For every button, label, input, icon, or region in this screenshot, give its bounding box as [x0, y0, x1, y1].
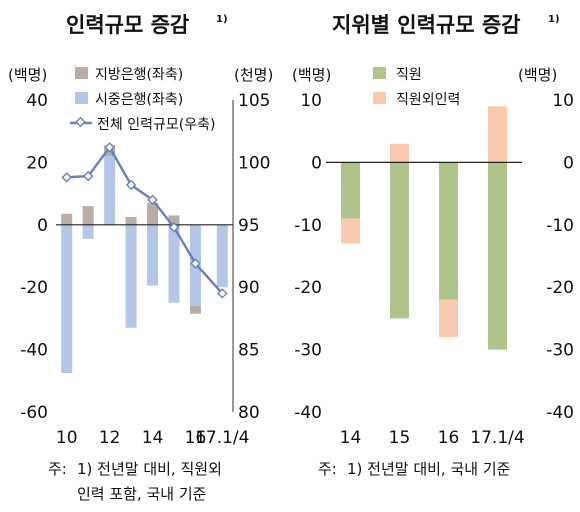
legend-swatch-staff: [373, 67, 386, 79]
line-total: [66, 145, 224, 295]
right-y-tick-1: 100: [238, 153, 270, 173]
right-legend: 직원 직원외인력: [373, 67, 460, 108]
right-chart-right-tick-0: 10: [552, 91, 574, 111]
left-x-tick-1: 12: [99, 428, 121, 448]
right-x-tick-2: 16: [438, 428, 460, 448]
right-chart-right-unit: (백명): [518, 66, 557, 84]
bar-non-staff-1: [390, 143, 409, 163]
bar-commercial-2: [104, 156, 116, 225]
legend-label-non-staff: 직원외인력: [396, 92, 460, 108]
marker-total-1: [82, 170, 94, 182]
left-x-tick-4: 17.1/4: [195, 428, 249, 448]
left-y-tick-4: -40: [20, 341, 48, 361]
left-x-tick-0: 10: [56, 428, 78, 448]
legend-swatch-regional-banks: [75, 67, 88, 79]
marker-total-6: [190, 258, 201, 269]
marker-total-7: [217, 288, 228, 299]
right-chart-left-tick-1: 0: [311, 153, 322, 173]
marker-total-0: [61, 172, 72, 183]
bar-commercial-5: [168, 224, 180, 303]
legend-swatch-non-staff: [373, 92, 386, 104]
left-chart-plot: 40 20 0 -20 -40 -60 105 100 95 90 85 80 10 12 14 1617.1…: [20, 91, 270, 448]
left-axis-unit: (백명): [8, 66, 47, 84]
left-y-tick-0: 40: [26, 91, 48, 111]
left-x-tick-3: 16: [185, 428, 207, 448]
right-y-tick-4: 85: [238, 341, 260, 361]
marker-total-2: [104, 142, 115, 153]
marker-total-4: [147, 194, 158, 206]
right-chart-left-tick-4: -30: [294, 341, 322, 361]
bar-commercial-1: [82, 224, 94, 239]
bar-non-staff-3: [488, 106, 507, 163]
right-note-label: 주:: [318, 460, 337, 478]
right-note-line-1: 1) 전년말 대비, 국내 기준: [347, 460, 511, 478]
right-chart-left-tick-2: -10: [294, 216, 322, 236]
right-y-tick-5: 80: [238, 403, 260, 423]
bar-regional-0: [61, 213, 73, 225]
right-chart-title: 지위별 인력규모 증감: [332, 13, 521, 37]
right-chart-right-tick-3: -20: [546, 278, 574, 298]
legend-label-total: 전체 인력규모(우축): [97, 117, 215, 133]
legend-label-regional-banks: 지방은행(좌축): [95, 67, 183, 83]
right-y-tick-2: 95: [238, 216, 260, 236]
left-y-tick-3: -20: [20, 278, 48, 298]
right-x-tick-0: 14: [340, 428, 362, 448]
left-legend: 지방은행(좌축) 시중은행(좌축) 전체 인력규모(우축): [70, 67, 215, 133]
legend-marker-total: [75, 116, 86, 128]
marker-total-3: [125, 179, 137, 191]
legend-label-staff: 직원: [396, 67, 422, 83]
right-axis-unit: (천명): [234, 66, 273, 84]
left-y-tick-5: -60: [20, 403, 48, 423]
left-y-tick-1: 20: [26, 153, 48, 173]
right-chart-left-tick-3: -20: [294, 278, 322, 298]
bar-regional-6: [189, 305, 201, 314]
legend-swatch-commercial-banks: [75, 92, 88, 104]
left-chart-title-sup: 1): [216, 14, 228, 25]
right-chart-plot: 14 15 16 17.1/4 10 10 0 0 -10 -10 -20 -20 -30 -30 -40 -…: [294, 91, 574, 448]
bar-staff-2: [439, 162, 458, 300]
bar-regional-3: [125, 217, 137, 225]
bar-regional-4: [147, 202, 159, 225]
bar-staff-1: [390, 162, 409, 319]
right-y-tick-0: 105: [238, 91, 270, 111]
right-chart-right-tick-4: -30: [546, 341, 574, 361]
marker-total-5: [168, 222, 180, 233]
right-chart-right-tick-1: 0: [563, 153, 574, 173]
left-x-tick-2: 14: [142, 428, 164, 448]
bar-commercial-7: [216, 224, 228, 288]
right-y-tick-3: 90: [238, 278, 260, 298]
right-x-tick-1: 15: [389, 428, 411, 448]
right-chart-title-sup: 1): [548, 14, 560, 25]
legend-label-commercial-banks: 시중은행(좌축): [95, 92, 183, 108]
left-y-tick-2: 0: [37, 216, 48, 236]
left-note-line-1: 1) 전년말 대비, 직원외: [77, 460, 222, 478]
right-x-tick-3: 17.1/4: [470, 428, 524, 448]
right-chart-left-unit: (백명): [292, 66, 331, 84]
bar-regional-1: [82, 206, 94, 225]
bar-non-staff-0: [341, 218, 360, 244]
bar-staff-3: [488, 162, 507, 350]
right-chart-right-tick-2: -10: [546, 216, 574, 236]
right-chart-right-tick-5: -40: [546, 403, 574, 423]
bar-commercial-3: [125, 224, 137, 328]
bar-commercial-0: [61, 224, 73, 373]
bar-non-staff-2: [439, 299, 458, 338]
bar-regional-5: [168, 215, 180, 225]
left-note-line-2: 인력 포함, 국내 기준: [77, 485, 207, 503]
bar-staff-0: [341, 162, 360, 219]
bar-commercial-4: [147, 224, 159, 286]
left-note-label: 주:: [48, 460, 67, 478]
right-chart-left-tick-5: -40: [294, 403, 322, 423]
right-chart-left-tick-0: 10: [300, 91, 322, 111]
left-chart-title: 인력규모 증감: [66, 13, 189, 37]
